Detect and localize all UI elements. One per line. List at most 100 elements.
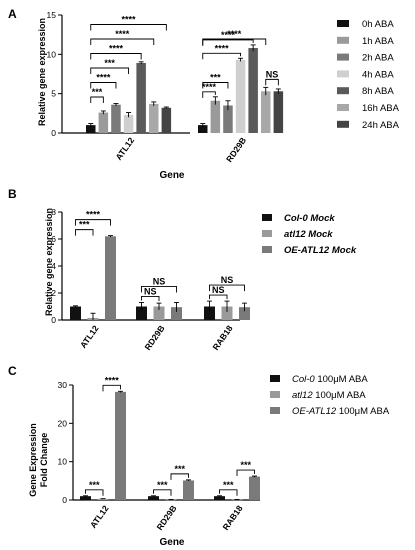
panel-a-significance-label: *** bbox=[92, 87, 103, 97]
panel-b-significance-label: NS bbox=[212, 285, 225, 295]
panel-b-significance-label: NS bbox=[144, 286, 157, 296]
panel-a-significance-bracket bbox=[90, 53, 142, 60]
panel-a-y-tick-label: 10 bbox=[47, 49, 57, 59]
panel-c-bar bbox=[148, 496, 159, 500]
panel-label-c: C bbox=[8, 364, 17, 378]
panel-a-significance-bracket bbox=[202, 38, 267, 45]
panel-b-legend: Col-0 Mock atl12 Mock OE-ATL12 Mock bbox=[262, 213, 357, 256]
panel-a-significance-label: **** bbox=[109, 44, 124, 54]
panel-a-bar bbox=[98, 112, 109, 133]
panel-b-significance-label: **** bbox=[86, 210, 101, 220]
panel-a-legend-swatch bbox=[337, 87, 349, 95]
panel-a-significance-label: *** bbox=[104, 58, 115, 68]
panel-a-significance-label: NS bbox=[266, 69, 279, 79]
panel-c-significance-label: **** bbox=[105, 375, 120, 385]
panel-c-bar bbox=[214, 496, 225, 500]
legend-c-label-1-treatment: 100μM ABA bbox=[313, 390, 367, 401]
legend-b-swatch-1 bbox=[262, 230, 272, 237]
panel-c-category-label: RAB18 bbox=[220, 503, 244, 532]
panel-a-bar bbox=[161, 107, 172, 133]
panel-a-legend-swatch bbox=[337, 36, 349, 44]
panel-a-significance-bracket bbox=[90, 96, 104, 103]
panel-a-bar bbox=[198, 125, 208, 133]
panel-a-bar bbox=[235, 59, 246, 134]
panel-a-legend-label: 24h ABA bbox=[362, 120, 400, 131]
panel-a-bar bbox=[86, 125, 96, 133]
panel-a-bar bbox=[261, 91, 271, 133]
panel-c-category-label: ATL12 bbox=[88, 503, 111, 530]
legend-b-label-0: Col-0 Mock bbox=[284, 213, 335, 224]
panel-b-significance-bracket bbox=[141, 286, 177, 293]
panel-b-y-tick-label: 4 bbox=[51, 261, 56, 271]
panel-b-bar bbox=[136, 306, 147, 320]
panel-c-bar bbox=[183, 480, 194, 500]
panel-a-x-title: Gene bbox=[159, 170, 184, 181]
panel-b-bar bbox=[221, 306, 233, 320]
legend-c-label-2-genotype: OE-ATL12 bbox=[292, 406, 337, 417]
panel-c-significance-label: *** bbox=[157, 480, 168, 490]
panel-c-y-tick-label: 10 bbox=[58, 457, 68, 467]
panel-a-significance-bracket bbox=[90, 82, 117, 89]
panel-a-legend-label: 0h ABA bbox=[362, 19, 394, 30]
panel-a-legend-label: 2h ABA bbox=[362, 53, 394, 64]
legend-b-swatch-0 bbox=[262, 214, 272, 221]
legend-c-label-2: OE-ATL12 100μM ABA bbox=[292, 406, 390, 417]
panel-b-y-tick-label: 6 bbox=[51, 234, 56, 244]
panel-c-significance-label: *** bbox=[174, 464, 185, 474]
panel-b-bar bbox=[105, 236, 116, 320]
panel-a-significance-bracket bbox=[202, 82, 229, 89]
panel-a-significance-bracket bbox=[90, 38, 155, 45]
panel-a-legend-swatch bbox=[337, 70, 349, 78]
panel-c-y-tick-label: 30 bbox=[58, 380, 68, 390]
panel-a-bar bbox=[248, 48, 258, 133]
panel-a-significance-label: **** bbox=[215, 43, 230, 53]
panel-a-y-tick-label: 15 bbox=[47, 10, 57, 20]
panel-c-significance-bracket bbox=[85, 489, 104, 496]
panel-b-significance-bracket bbox=[75, 229, 94, 236]
panel-c-significance-bracket bbox=[236, 469, 255, 477]
panel-c-bar bbox=[249, 476, 260, 500]
panel-a-legend-swatch bbox=[337, 104, 349, 111]
panel-c-significance-label: *** bbox=[240, 460, 251, 470]
panel-a-legend-label: 1h ABA bbox=[362, 36, 394, 47]
panel-a-significance-bracket bbox=[202, 52, 241, 60]
panel-b-y-tick-label: 2 bbox=[51, 288, 56, 298]
panel-b-bar bbox=[239, 307, 250, 320]
panel-a-significance-label: **** bbox=[202, 82, 217, 92]
panel-c-bar bbox=[80, 496, 91, 500]
panel-a-significance-label: **** bbox=[227, 29, 242, 39]
panel-b-significance-bracket bbox=[141, 296, 160, 302]
panel-c-bar bbox=[115, 391, 126, 500]
panel-b-significance-label: NS bbox=[153, 276, 166, 286]
legend-b-label-2: OE-ATL12 Mock bbox=[284, 245, 357, 256]
panel-a-bar bbox=[223, 105, 233, 133]
panel-b-bar bbox=[153, 306, 165, 320]
legend-b-label-1: atl12 Mock bbox=[284, 229, 333, 240]
panel-c-y-tick-label: 20 bbox=[58, 418, 68, 428]
panel-c-y-title-line2: Fold Change bbox=[39, 433, 49, 488]
legend-c-label-0: Col-0 100μM ABA bbox=[292, 374, 368, 385]
panel-a-significance-label: **** bbox=[115, 29, 130, 39]
panel-b-category-label: ATL12 bbox=[78, 323, 101, 350]
panel-b-significance-bracket bbox=[209, 294, 228, 300]
panel-a-bar bbox=[111, 104, 121, 133]
panel-a-significance-label: **** bbox=[122, 15, 137, 25]
legend-c-swatch-0 bbox=[270, 375, 280, 382]
panel-a-y-tick-label: 0 bbox=[51, 128, 56, 138]
panel-a-legend-label: 4h ABA bbox=[362, 69, 394, 80]
panel-c-significance-label: *** bbox=[89, 480, 100, 490]
panel-a-category-label: ATL12 bbox=[113, 135, 136, 162]
panel-a-bar bbox=[136, 62, 146, 134]
panel-a-legend-label: 8h ABA bbox=[362, 86, 394, 97]
panel-c-x-title: Gene bbox=[159, 537, 184, 548]
panel-b-bar bbox=[70, 306, 81, 320]
panel-a-significance-bracket bbox=[90, 24, 167, 31]
legend-c-label-1: atl12 100μM ABA bbox=[292, 390, 366, 401]
panel-c-category-label: RD29B bbox=[154, 503, 178, 532]
legend-c-swatch-1 bbox=[270, 391, 280, 398]
panel-c-significance-bracket bbox=[219, 489, 238, 496]
